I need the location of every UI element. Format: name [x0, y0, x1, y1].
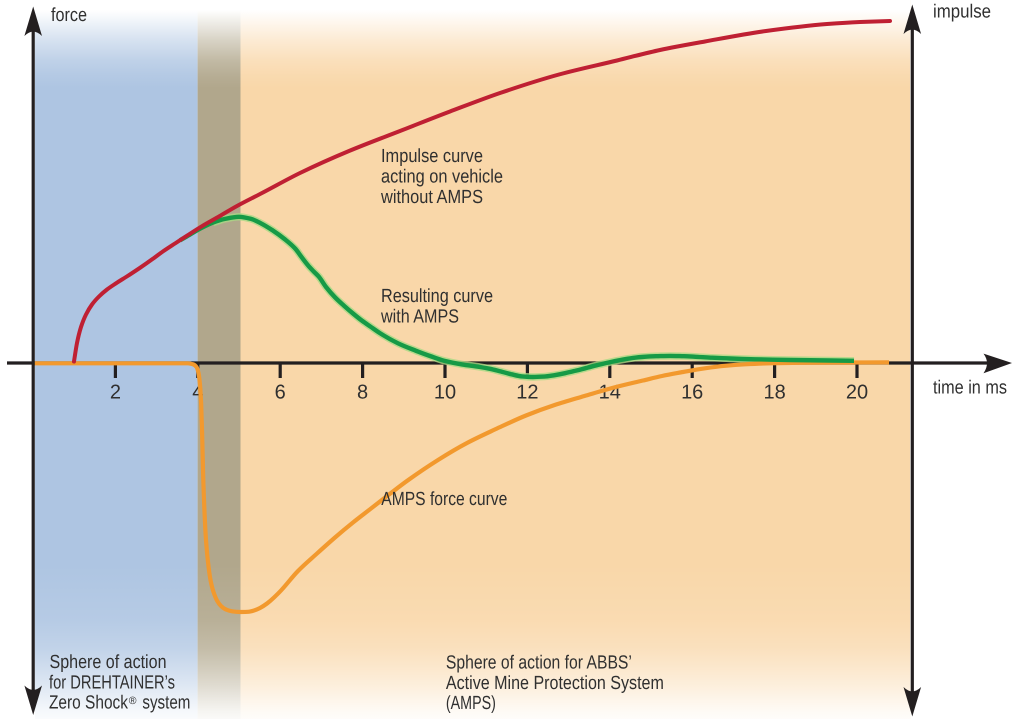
- svg-text:with AMPS: with AMPS: [380, 306, 459, 327]
- svg-text:6: 6: [275, 382, 286, 404]
- svg-text:Impulse curve: Impulse curve: [381, 146, 483, 167]
- svg-text:acting on vehicle: acting on vehicle: [381, 167, 503, 188]
- svg-text:system: system: [142, 693, 190, 714]
- svg-text:without AMPS: without AMPS: [380, 187, 483, 208]
- svg-text:8: 8: [357, 382, 368, 404]
- svg-text:2: 2: [110, 382, 121, 404]
- svg-text:12: 12: [516, 382, 538, 404]
- svg-text:force: force: [51, 5, 87, 26]
- svg-text:time in ms: time in ms: [933, 377, 1007, 398]
- svg-text:18: 18: [763, 382, 785, 404]
- svg-text:20: 20: [846, 382, 868, 404]
- svg-text:Active Mine Protection System: Active Mine Protection System: [446, 673, 664, 694]
- svg-text:Sphere of action for ABBS’: Sphere of action for ABBS’: [446, 652, 632, 673]
- svg-text:®: ®: [129, 695, 137, 707]
- svg-text:Sphere of action: Sphere of action: [50, 652, 167, 673]
- svg-text:for DREHTAINER’s: for DREHTAINER’s: [49, 672, 175, 693]
- svg-text:Zero Shock: Zero Shock: [49, 693, 128, 714]
- svg-text:4: 4: [192, 382, 203, 404]
- svg-text:impulse: impulse: [933, 2, 991, 23]
- svg-text:Resulting curve: Resulting curve: [381, 286, 493, 307]
- svg-text:(AMPS): (AMPS): [446, 693, 496, 714]
- svg-text:AMPS force curve: AMPS force curve: [381, 489, 507, 510]
- svg-text:16: 16: [681, 382, 703, 404]
- svg-text:10: 10: [434, 382, 456, 404]
